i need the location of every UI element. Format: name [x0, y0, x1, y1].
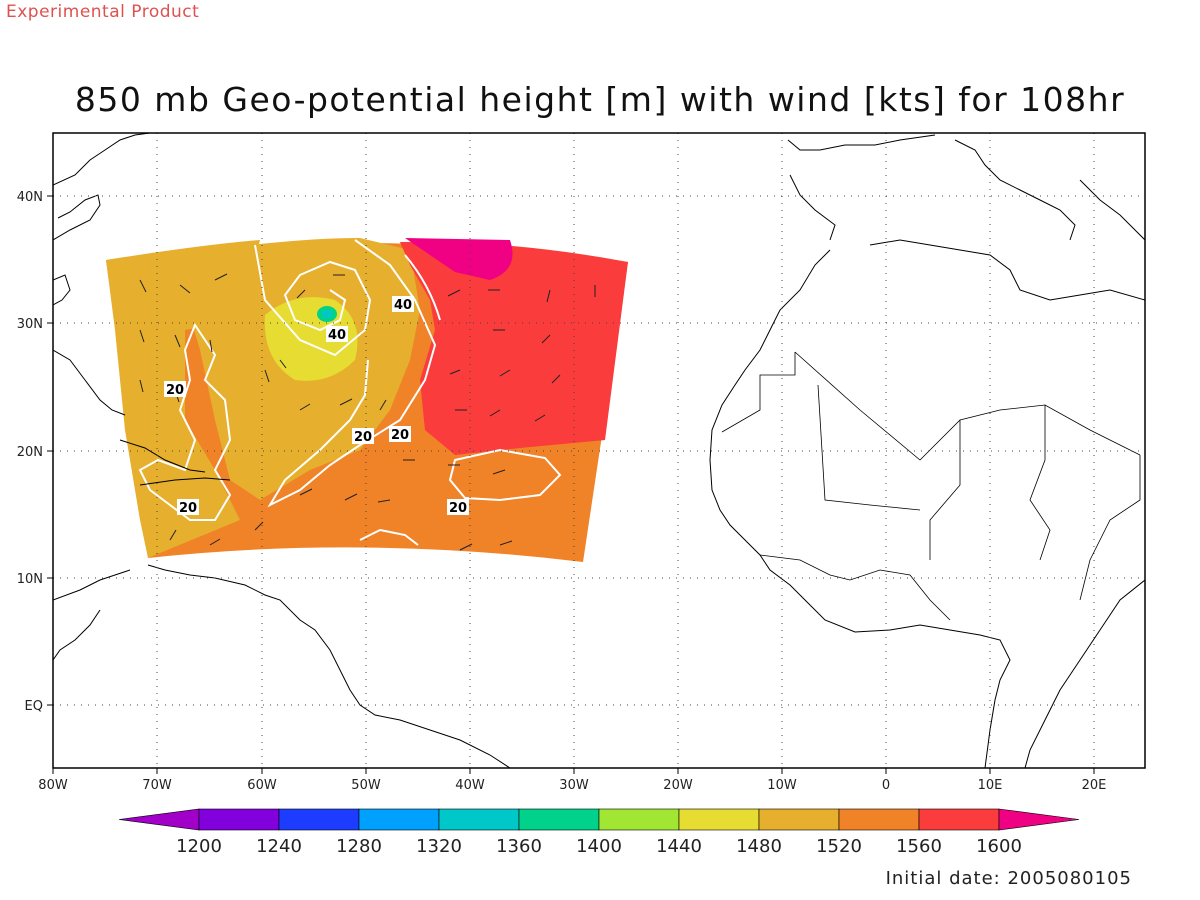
axis-ticks: [47, 195, 1095, 774]
colorbar-swatch: [838, 808, 920, 831]
colorbar-swatch: [518, 808, 600, 831]
lon-label: 0: [882, 778, 890, 793]
colorbar-swatch: [358, 808, 440, 831]
lat-label: 30N: [17, 317, 43, 332]
colorbar-swatches: [118, 808, 1080, 831]
lat-label: 20N: [17, 445, 43, 460]
colorbar-label: 1280: [336, 836, 382, 857]
contour-label: 40: [394, 298, 412, 313]
colorbar-label: 1360: [496, 836, 542, 857]
colorbar-swatch: [758, 808, 840, 831]
lon-label: 50W: [351, 778, 381, 793]
graticule: [53, 133, 1145, 768]
colorbar-label: 1480: [736, 836, 782, 857]
lon-label: 20W: [663, 778, 693, 793]
contour-label: 40: [328, 328, 346, 343]
contour-label: 20: [166, 383, 184, 398]
lat-label: 40N: [17, 190, 43, 205]
lat-label: 10N: [17, 572, 43, 587]
lon-label: 10W: [767, 778, 797, 793]
colorbar-label: 1400: [576, 836, 622, 857]
colorbar-swatch: [678, 808, 760, 831]
coastlines: [53, 133, 1145, 768]
product-label: Experimental Product: [6, 2, 200, 22]
colorbar-label: 1240: [256, 836, 302, 857]
lon-label: 70W: [142, 778, 172, 793]
colorbar-swatch: [438, 808, 520, 831]
colorbar-label: 1520: [816, 836, 862, 857]
lon-label: 80W: [38, 778, 68, 793]
colorbar-swatch: [918, 808, 1000, 831]
contour-labels: 40 40 20 20 20 20 20: [164, 296, 469, 516]
latitude-labels: 40N 30N 20N 10N EQ: [17, 190, 43, 714]
initial-date: Initial date: 2005080105: [885, 868, 1132, 889]
colorbar-labels: 1200 1240 1280 1320 1360 1400 1440 1480 …: [176, 836, 1022, 857]
contour-label: 20: [179, 501, 197, 516]
map-title: 850 mb Geo-potential height [m] with win…: [74, 80, 1126, 119]
colorbar-swatch: [118, 808, 200, 831]
colorbar-label: 1200: [176, 836, 222, 857]
country-borders: [721, 351, 1141, 621]
wind-arrows: [139, 273, 596, 551]
longitude-labels: 80W 70W 60W 50W 40W 30W 20W 10W 0 10E 20…: [38, 778, 1106, 793]
lon-label: 30W: [559, 778, 589, 793]
colorbar-swatch: [278, 808, 360, 831]
contour-label: 20: [449, 501, 467, 516]
lat-label: EQ: [25, 699, 43, 714]
colorbar-swatch: [198, 808, 280, 831]
lon-label: 40W: [455, 778, 485, 793]
contour-label: 20: [354, 430, 372, 445]
colorbar-label: 1560: [896, 836, 942, 857]
colorbar-swatch: [598, 808, 680, 831]
colorbar-swatch: [998, 808, 1080, 831]
colorbar-label: 1320: [416, 836, 462, 857]
contour-label: 20: [391, 428, 409, 443]
height-field: [106, 238, 628, 562]
lon-label: 10E: [978, 778, 1003, 793]
lon-label: 20E: [1082, 778, 1107, 793]
colorbar: 1200 1240 1280 1320 1360 1400 1440 1480 …: [118, 808, 1080, 857]
colorbar-label: 1440: [656, 836, 702, 857]
colorbar-label: 1600: [976, 836, 1022, 857]
lon-label: 60W: [247, 778, 277, 793]
